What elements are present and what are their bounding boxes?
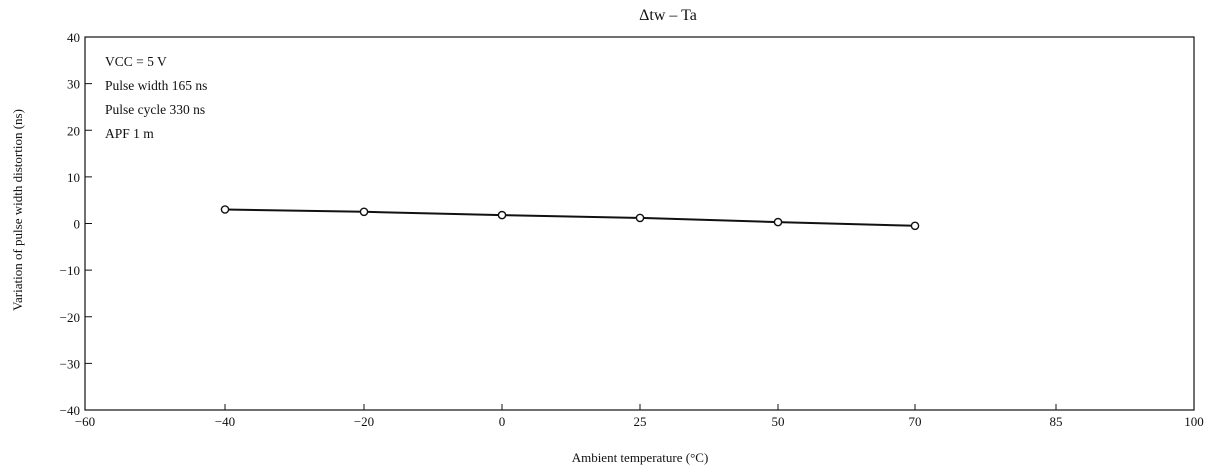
y-tick-label: 20 [67, 123, 80, 138]
x-tick-label: 25 [634, 414, 647, 429]
x-tick-label: 100 [1184, 414, 1204, 429]
annotation-vcc: VCC = 5 V [105, 54, 167, 69]
x-tick-label: 0 [499, 414, 506, 429]
data-point [910, 221, 920, 231]
annotation-apf: APF 1 m [105, 126, 154, 141]
x-tick-label: 50 [772, 414, 785, 429]
y-axis: 40 30 20 10 0 −10 −20 −30 −40 [60, 30, 92, 418]
series-line [224, 208, 916, 227]
chart-title: Δtw – Ta [639, 7, 697, 24]
y-tick-label: −20 [60, 310, 80, 325]
x-tick-label: −20 [354, 414, 374, 429]
chart-notes: VCC = 5 V Pulse width 165 ns Pulse cycle… [105, 54, 207, 141]
x-tick-label: 85 [1050, 414, 1063, 429]
y-tick-label: −40 [60, 403, 80, 418]
x-tick-label: −40 [215, 414, 235, 429]
series-layer [220, 205, 920, 231]
x-tick-label: −60 [75, 414, 95, 429]
y-tick-label: 30 [67, 77, 80, 92]
data-point [220, 205, 230, 214]
y-tick-label: 40 [67, 30, 80, 45]
x-axis: −60 −40 −20 0 25 50 70 85 100 [75, 404, 1204, 429]
y-tick-label: 10 [67, 170, 80, 185]
y-tick-label: −10 [60, 263, 80, 278]
annotation-pulse-width: Pulse width 165 ns [105, 78, 207, 93]
data-point [359, 207, 369, 217]
y-axis-label: Variation of pulse width distortion (ns) [10, 109, 25, 311]
data-point [635, 213, 645, 223]
x-tick-label: 70 [909, 414, 922, 429]
data-point [773, 217, 783, 227]
x-axis-label: Ambient temperature (°C) [572, 450, 709, 465]
y-tick-label: 0 [74, 217, 81, 232]
annotation-pulse-cycle: Pulse cycle 330 ns [105, 102, 205, 117]
y-tick-label: −30 [60, 356, 80, 371]
plot-area [84, 36, 1195, 411]
data-point [497, 210, 507, 220]
